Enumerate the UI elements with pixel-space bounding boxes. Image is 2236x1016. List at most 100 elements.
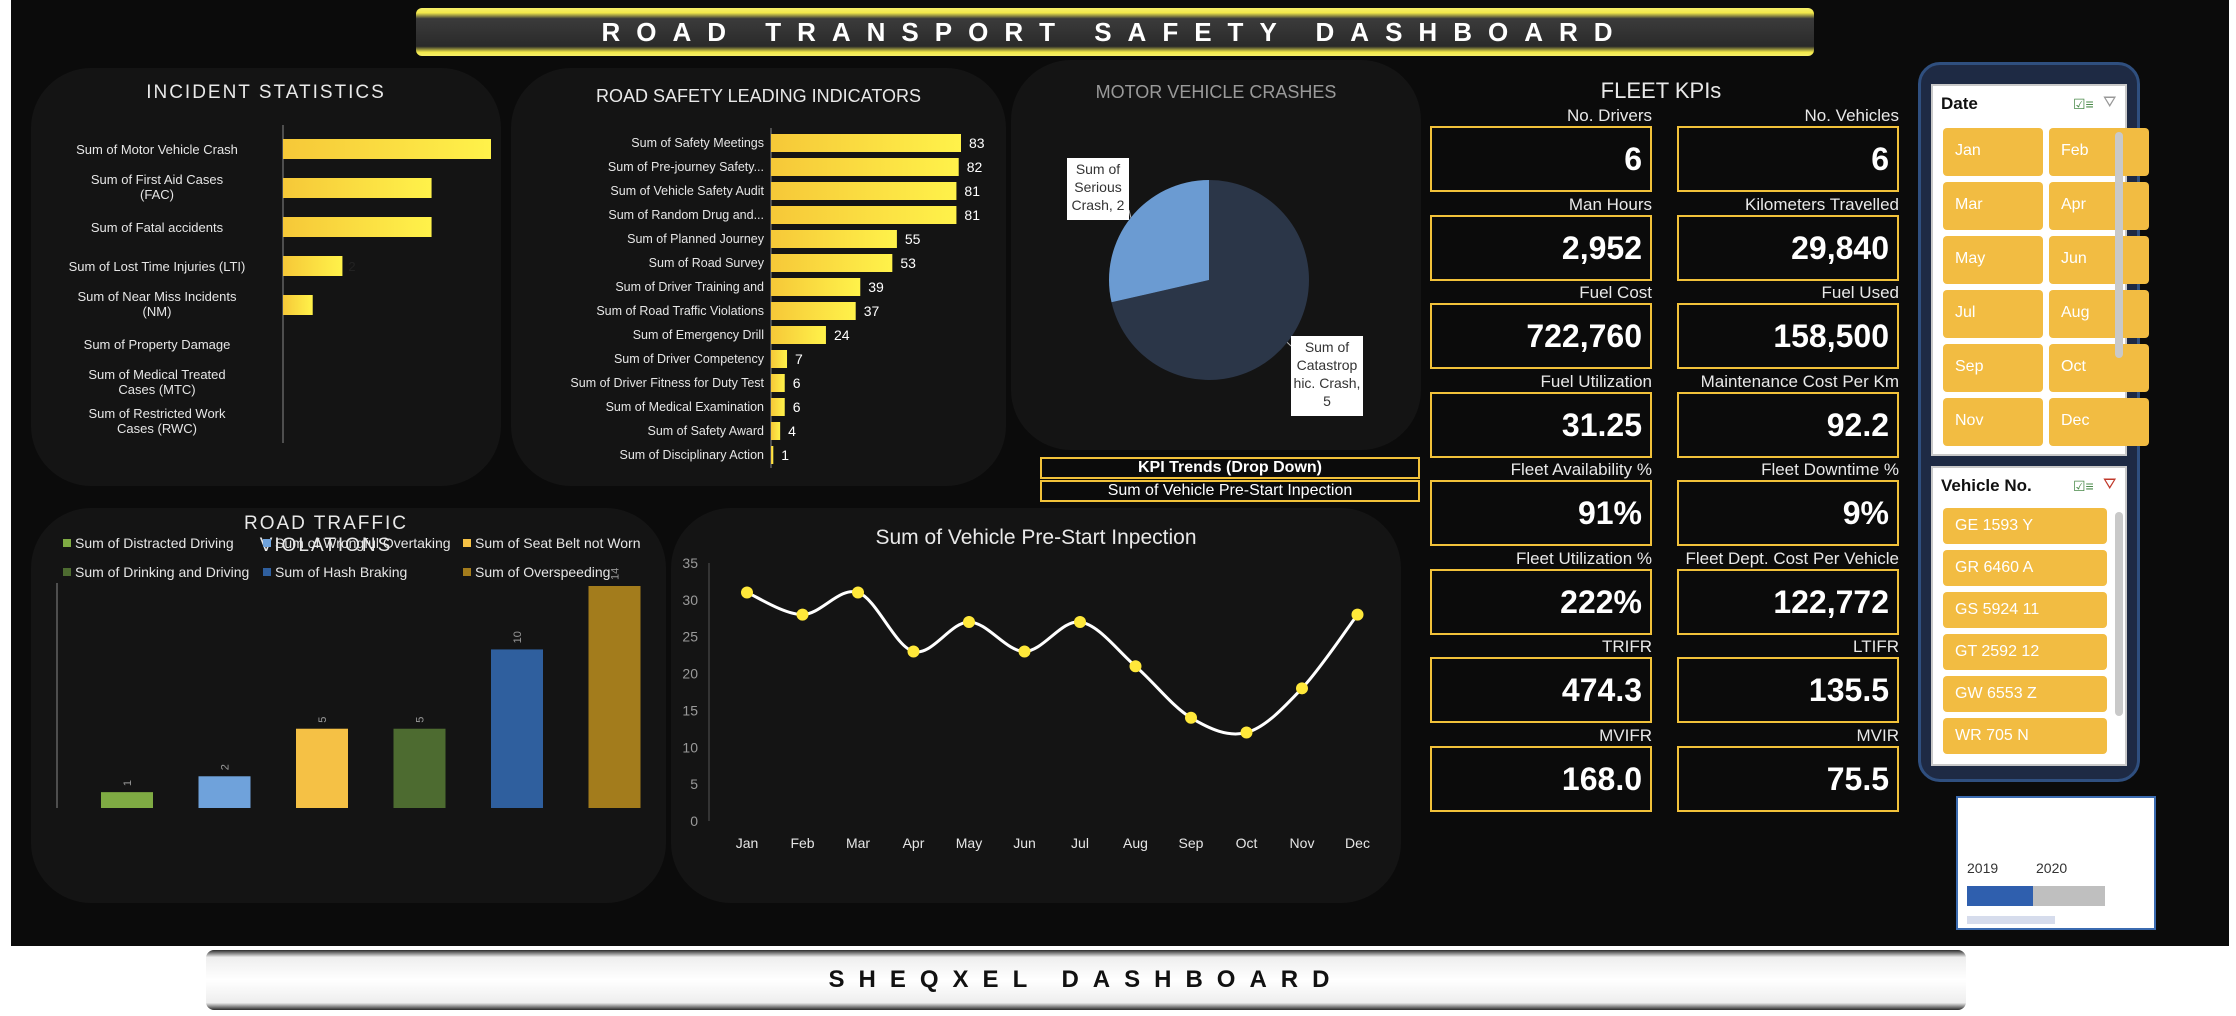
inspection-point (907, 645, 920, 658)
x-tick-label: Nov (1290, 835, 1315, 851)
clear-filter-icon[interactable]: ⛛ (2103, 476, 2117, 493)
x-tick-label: Mar (846, 835, 870, 851)
fleet-kpi-value: 31.25 (1430, 391, 1652, 458)
incident-value-label: 2 (348, 259, 355, 274)
inspection-series-line (746, 590, 1359, 736)
incident-bar (283, 217, 432, 237)
leading-indicators-title: ROAD SAFETY LEADING INDICATORS (595, 86, 922, 106)
y-tick-label: 25 (682, 629, 698, 645)
violation-bar (296, 728, 348, 808)
date-slicer-item[interactable]: Apr (2049, 182, 2149, 230)
vehicle-slicer-item[interactable]: WR 705 N (1943, 718, 2107, 754)
fleet-kpi-value: 29,840 (1677, 214, 1899, 281)
date-slicer-item[interactable]: Feb (2049, 128, 2149, 176)
timeline-year-2020[interactable]: 2020 (2036, 860, 2068, 876)
leading-bar (771, 326, 826, 344)
leading-category-label: Sum of Driver Fitness for Duty Test (570, 376, 764, 390)
dashboard-title-banner: ROAD TRANSPORT SAFETY DASHBOARD (416, 8, 1814, 56)
timeline-scrollbar[interactable] (1967, 916, 2055, 924)
fleet-kpi-label: LTIFR (1853, 637, 1899, 656)
date-slicer-item[interactable]: Sep (1943, 344, 2043, 392)
legend-label: Sum of Drinking and Driving (75, 564, 249, 580)
inspection-point (1240, 726, 1253, 739)
leading-category-label: Sum of Medical Examination (606, 400, 764, 414)
incident-category-label: (NM) (143, 304, 172, 319)
date-slicer-scrollbar[interactable] (2115, 132, 2123, 358)
y-tick-label: 20 (682, 666, 698, 682)
x-tick-label: Apr (903, 835, 925, 851)
y-tick-label: 10 (682, 739, 698, 755)
kpi-dropdown-header[interactable]: KPI Trends (Drop Down) (1040, 457, 1420, 479)
fleet-kpi-value: 91% (1430, 480, 1652, 546)
vehicle-slicer-scrollbar[interactable] (2115, 512, 2123, 716)
date-slicer-item[interactable]: Jan (1943, 128, 2043, 176)
pre-start-inspection-panel (671, 508, 1401, 903)
vehicle-slicer-item[interactable]: GS 5924 11 (1943, 592, 2107, 628)
incident-category-label: Sum of Lost Time Injuries (LTI) (69, 259, 246, 274)
clear-filter-icon[interactable]: ⛛ (2103, 94, 2117, 111)
date-slicer-item[interactable]: Oct (2049, 344, 2149, 392)
x-tick-label: Sep (1179, 835, 1204, 851)
legend-swatch (263, 539, 271, 547)
incident-statistics-chart: Sum of Motor Vehicle Crash Sum of First A… (69, 125, 491, 443)
leading-category-label: Sum of Safety Meetings (631, 136, 764, 150)
road-traffic-violations-chart: Sum of Distracted Driving Sum of Wrongful… (56, 535, 641, 808)
vehicle-slicer-item[interactable]: GR 6460 A (1943, 550, 2107, 586)
date-slicer-item[interactable]: Jul (1943, 290, 2043, 338)
inspection-point (852, 586, 864, 599)
leading-value-label: 6 (793, 375, 801, 391)
leading-category-label: Sum of Pre-journey Safety... (608, 160, 764, 174)
timeline-slicer[interactable]: 2019 2020 (1956, 796, 2156, 930)
legend-label: Sum of Overspeeding (475, 564, 610, 580)
timeline-bar-selected[interactable] (1967, 886, 2033, 906)
vehicle-slicer-item[interactable]: GE 1593 Y (1943, 508, 2107, 544)
incident-bar (283, 295, 313, 315)
fleet-kpi-label: Fleet Dept. Cost Per Vehicle (1685, 548, 1899, 568)
pie-slice (1109, 180, 1209, 303)
pie-label-text: Catastrop (1297, 357, 1358, 373)
date-slicer-item[interactable]: May (1943, 236, 2043, 284)
date-slicer[interactable]: Date ☑≡ ⛛ Jan Feb Mar Apr May Jun Jul Aug Sep Oct… (1931, 84, 2149, 456)
leading-category-label: Sum of Planned Journey (627, 232, 765, 246)
date-slicer-item[interactable]: Aug (2049, 290, 2149, 338)
vehicle-slicer[interactable]: Vehicle No. ☑≡ ⛛ GE 1593 Y GR 6460 A GS 59… (1931, 466, 2127, 766)
fleet-kpi-value: 6 (1677, 126, 1899, 192)
date-slicer-item[interactable]: Nov (1943, 398, 2043, 446)
leading-value-label: 82 (967, 159, 983, 175)
leading-value-label: 7 (795, 351, 803, 367)
vehicle-slicer-item[interactable]: GT 2592 12 (1943, 634, 2107, 670)
incident-statistics-title: INCIDENT STATISTICS (146, 82, 386, 103)
x-tick-label: Dec (1345, 835, 1370, 851)
pie-label-text: Crash, 2 (1072, 197, 1125, 213)
leading-category-label: Sum of Road Survey (649, 256, 765, 270)
pie-label-text: Sum of (1076, 161, 1120, 177)
pie-label-box (1067, 158, 1129, 220)
date-slicer-item[interactable]: Mar (1943, 182, 2043, 230)
fleet-kpi-label: MVIR (1856, 725, 1900, 745)
inspection-point (1074, 615, 1086, 628)
fleet-kpi-label: No. Drivers (1566, 106, 1652, 125)
vehicle-slicer-item[interactable]: GW 6553 Z (1943, 676, 2107, 712)
multi-select-icon[interactable]: ☑≡ (2073, 96, 2094, 112)
leading-bar (771, 374, 785, 392)
pie-label-text: 5 (1323, 393, 1331, 409)
fleet-kpi-label: Fleet Availability % (1510, 460, 1652, 479)
timeline-year-2019[interactable]: 2019 (1967, 860, 1999, 876)
date-slicer-item[interactable]: Jun (2049, 236, 2149, 284)
fleet-kpi-value: 75.5 (1677, 745, 1899, 812)
date-slicer-item[interactable]: Dec (2049, 398, 2149, 446)
fleet-kpi-value: 135.5 (1677, 657, 1899, 723)
incident-category-label: Sum of Medical Treated (88, 367, 225, 382)
incident-bar (283, 178, 432, 198)
leading-value-label: 53 (900, 255, 916, 271)
inspection-point (1129, 660, 1142, 673)
leading-value-label: 37 (864, 303, 880, 319)
incident-category-label: Cases (RWC) (117, 421, 197, 436)
fleet-kpi-label: Fuel Cost (1579, 283, 1652, 302)
violation-bar (393, 728, 446, 808)
multi-select-icon[interactable]: ☑≡ (2073, 478, 2094, 494)
date-slicer-title: Date (1941, 94, 1978, 113)
leading-category-label: Sum of Vehicle Safety Audit (610, 184, 764, 198)
fleet-kpi-value: 168.0 (1430, 745, 1652, 812)
kpi-dropdown-select[interactable]: Sum of Vehicle Pre-Start Inpection (1040, 480, 1420, 502)
